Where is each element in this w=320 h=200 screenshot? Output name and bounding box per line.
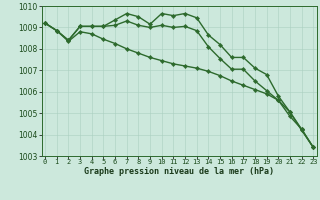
X-axis label: Graphe pression niveau de la mer (hPa): Graphe pression niveau de la mer (hPa) bbox=[84, 167, 274, 176]
